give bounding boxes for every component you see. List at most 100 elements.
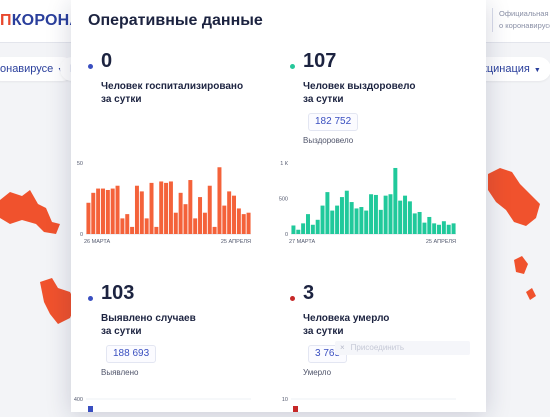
chart-bar[interactable] [149,182,154,234]
chart-bar[interactable] [236,208,241,234]
chart-bar[interactable] [188,180,193,234]
chart-bar[interactable] [344,190,349,234]
chart-bar[interactable] [422,222,427,234]
chart-bar[interactable] [349,202,354,234]
chart-bar[interactable] [296,229,301,234]
y-tick-label: 0 [285,232,288,238]
chart-bar-partial[interactable] [293,406,298,412]
chart-bar[interactable] [441,221,446,234]
blue-dot-icon [88,296,93,301]
chart-bar[interactable] [217,167,222,234]
chart-bar[interactable] [134,185,139,234]
chart-bar[interactable] [168,181,173,234]
chart-bar[interactable] [212,226,217,234]
chart-bar[interactable] [246,212,251,234]
chart-bar[interactable] [427,216,432,234]
official-line-1: Официальная ин [499,9,550,18]
chart-bar[interactable] [407,201,412,234]
chart-bar[interactable] [359,207,364,234]
chart-bar[interactable] [446,224,451,234]
operational-data-panel: Оперативные данные 0 Человек госпитализи… [71,0,486,412]
stat-died: 3 Человека умерло за сутки 3 765 × Присое… [290,282,470,382]
chart-bar[interactable] [193,218,198,234]
chart-bar[interactable] [178,192,183,234]
chart-bar[interactable] [86,202,91,234]
stat-description: Человек госпитализировано за сутки [101,80,271,106]
chart-bar[interactable] [369,194,374,234]
x-end-label: 25 АПРЕЛЯ [221,239,251,245]
chart-bar[interactable] [173,212,178,234]
y-tick-label: 500 [279,197,288,203]
map-region-left [0,190,60,234]
stat-number: 103 [101,282,135,304]
chart-bar[interactable] [306,214,310,234]
chart-bar[interactable] [241,214,246,234]
chart-bar[interactable] [164,182,169,234]
chart-bar[interactable] [101,188,105,234]
chart-bar[interactable] [120,218,125,234]
chart-bar[interactable] [96,188,101,234]
desc-line-1: Человек госпитализировано [101,81,244,92]
chart-bar[interactable] [451,223,456,234]
chart-bar[interactable] [183,204,188,234]
chart-bar[interactable] [339,197,344,234]
chart-bar[interactable] [207,185,212,234]
chart-bar[interactable] [335,205,340,234]
chart-bar[interactable] [105,189,110,234]
chart-bar[interactable] [364,210,369,234]
chart-bar[interactable] [320,205,325,234]
stat-number: 3 [303,282,315,304]
attach-input[interactable]: × Присоединить [335,341,470,355]
chart-bar[interactable] [202,212,207,234]
chart-bar[interactable] [144,218,149,234]
chart-bar[interactable] [325,192,330,234]
desc-line-2: за сутки [101,94,142,105]
chart-bar[interactable] [398,200,403,234]
chart-bar[interactable] [315,219,320,234]
chart-bar[interactable] [417,211,422,234]
chart-bar[interactable] [383,195,388,234]
chart-bar[interactable] [378,209,383,234]
chart-bar[interactable] [130,226,135,234]
chart-bar[interactable] [154,226,159,234]
chart-bar[interactable] [437,224,441,234]
panel-title: Оперативные данные [88,12,263,29]
nav-item-label: онавирусе [0,63,54,75]
chart-bar[interactable] [388,194,393,234]
recovered-chart: 0 500 1 К 27 МАРТА 25 АПРЕЛЯ [276,158,476,250]
attach-placeholder: Присоединить [350,343,405,352]
chart-bar[interactable] [115,185,120,234]
chart-bar[interactable] [291,225,296,234]
chart-bar[interactable] [393,167,398,234]
chart-bar[interactable] [110,188,115,234]
chart-bar[interactable] [198,197,203,234]
y-tick-label: 400 [74,397,83,403]
chart-bar[interactable] [301,223,306,234]
chart-bar[interactable] [373,194,378,234]
stat-description: Человек выздоровело за сутки [303,80,473,106]
chart-bar[interactable] [432,223,437,234]
chart-bar-partial[interactable] [88,406,93,412]
chart-bar[interactable] [139,191,144,234]
chart-bar[interactable] [330,210,335,234]
chart-bar[interactable] [125,214,130,234]
chart-bar[interactable] [412,213,417,234]
chart-bar[interactable] [222,205,227,234]
chart-bar[interactable] [354,208,359,234]
chart-bar[interactable] [91,192,96,234]
nav-item-label: кцинация [482,63,530,75]
detected-chart: 400 [71,390,271,412]
chart-bar[interactable] [159,181,164,234]
desc-line-1: Человека умерло [303,313,390,324]
stat-description: Выявлено случаев за сутки [101,312,271,338]
desc-line-1: Человек выздоровело [303,81,416,92]
official-line-2: о коронавирусе в [499,21,550,30]
close-icon[interactable]: × [340,343,345,352]
chart-bar[interactable] [227,191,232,234]
chart-bar[interactable] [310,224,315,234]
stat-hospitalized: 0 Человек госпитализировано за сутки [88,50,268,150]
chart-bar[interactable] [403,195,408,234]
green-dot-icon [290,64,295,69]
chart-bar[interactable] [232,195,236,234]
y-tick-label: 0 [80,232,83,238]
